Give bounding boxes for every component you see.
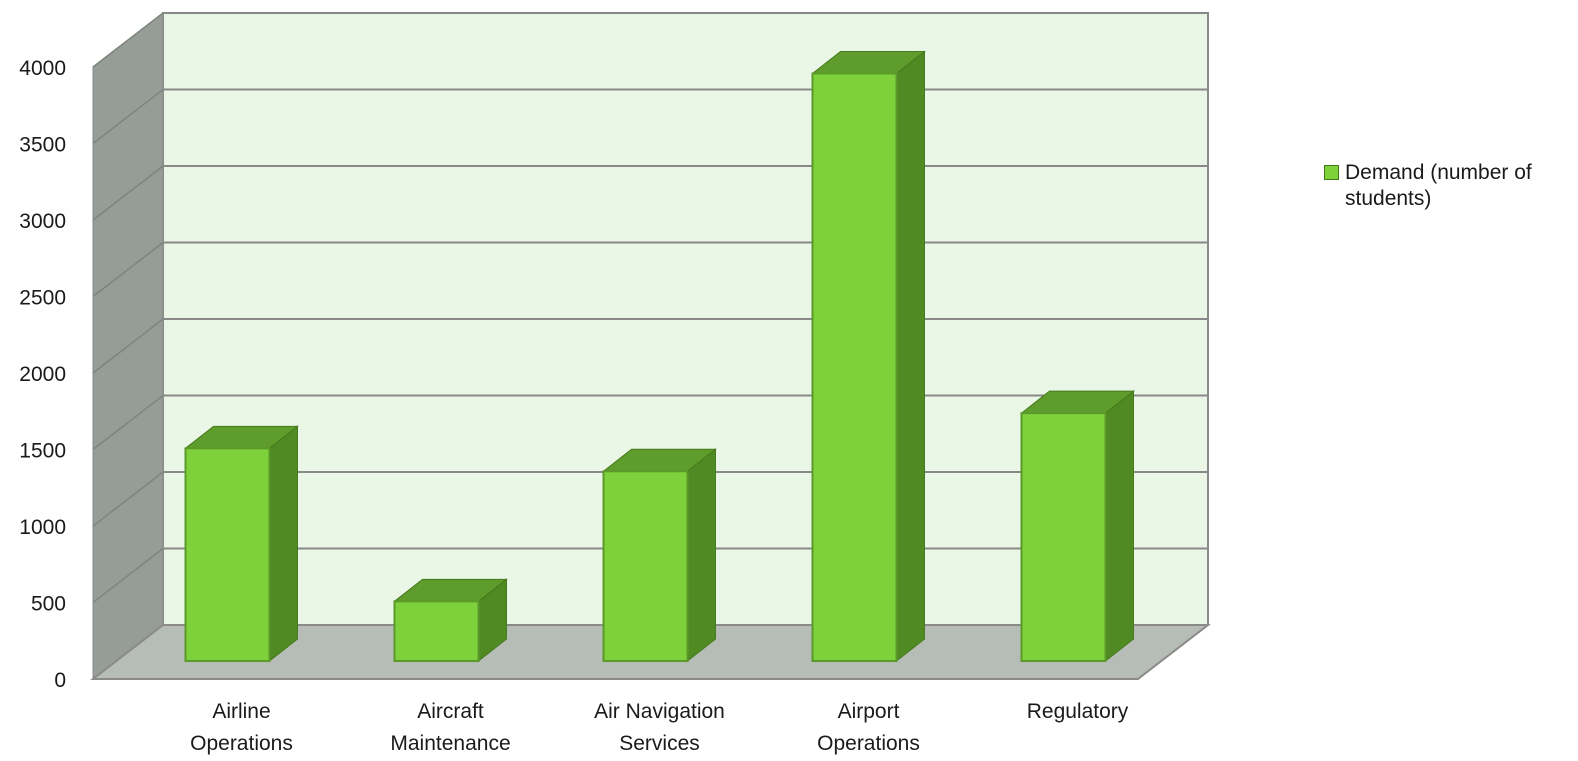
x-tick-label: Aircraft Maintenance — [390, 700, 510, 755]
bars — [184, 50, 1135, 663]
y-axis-tick-labels: 0 500 1000 1500 2000 2500 3000 3500 4000 — [19, 57, 66, 692]
y-tick-label: 4000 — [19, 57, 66, 80]
x-tick-label: Airline Operations — [190, 700, 293, 755]
y-tick-label: 2000 — [19, 363, 66, 386]
bar-side — [687, 448, 716, 663]
gridlines — [92, 12, 1208, 604]
bar-front — [602, 470, 689, 662]
side-gridline — [92, 88, 164, 145]
bar-side — [1105, 390, 1134, 663]
side-gridline — [92, 12, 164, 68]
y-tick-label: 3000 — [19, 210, 66, 233]
x-tick-label: Airport Operations — [817, 700, 920, 755]
side-gridline — [92, 471, 164, 527]
bar-front — [811, 72, 898, 663]
y-tick-label: 3500 — [19, 134, 66, 157]
bar — [811, 50, 926, 663]
bar-front — [184, 447, 271, 662]
side-gridline — [92, 241, 164, 298]
bar-side — [269, 425, 298, 663]
side-gridline — [92, 165, 164, 221]
bar — [602, 448, 717, 663]
y-tick-label: 1000 — [19, 516, 66, 539]
side-gridline — [92, 318, 164, 374]
bar-front — [1020, 412, 1107, 663]
legend-label: Demand (number of students) — [1345, 161, 1532, 210]
side-gridline — [92, 394, 164, 451]
y-tick-label: 0 — [54, 669, 66, 692]
bar-side — [896, 50, 925, 663]
bar — [184, 425, 299, 663]
x-tick-label: Air Navigation Services — [594, 700, 725, 755]
x-tick-label: Regulatory — [1027, 700, 1129, 723]
legend-swatch — [1324, 165, 1339, 180]
y-tick-label: 1500 — [19, 440, 66, 463]
bar-front — [393, 600, 480, 663]
y-tick-label: 2500 — [19, 287, 66, 310]
x-axis-tick-labels: Airline Operations Aircraft Maintenance Air … — [190, 700, 1129, 755]
side-gridline — [92, 547, 164, 604]
bar — [393, 578, 508, 663]
y-tick-label: 500 — [31, 593, 66, 616]
bar — [1020, 390, 1135, 663]
